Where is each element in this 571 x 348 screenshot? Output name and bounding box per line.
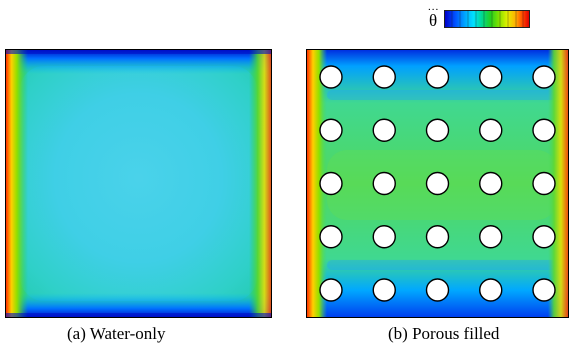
contour-panel-water-only: [5, 49, 272, 318]
porous-obstacle: [532, 118, 556, 142]
blue-bands: [327, 90, 557, 270]
legend-variable-symbol: θ: [429, 11, 438, 30]
porous-obstacle: [479, 225, 503, 249]
porous-obstacle: [425, 225, 450, 249]
porous-obstacle: [479, 118, 503, 142]
porous-obstacle: [372, 225, 396, 249]
porous-obstacle: [479, 278, 503, 302]
porous-obstacle: [372, 171, 396, 196]
porous-obstacle: [425, 278, 450, 302]
porous-obstacle: [532, 65, 556, 89]
porous-obstacle: [479, 65, 503, 89]
porous-obstacle: [372, 118, 396, 142]
porous-obstacle: [319, 65, 343, 89]
porous-obstacle: [372, 65, 396, 89]
porous-obstacle: [532, 171, 556, 196]
porous-obstacle: [425, 65, 450, 89]
caption-porous-filled: (b) Porous filled: [388, 324, 500, 343]
porous-obstacle: [372, 278, 396, 302]
colorbar: [444, 10, 530, 28]
contour-field-porous-filled: [307, 50, 568, 317]
caption-water-only: (a) Water-only: [67, 324, 166, 343]
obstacle-group: [319, 65, 556, 302]
porous-obstacle: [319, 118, 343, 142]
porous-obstacle: [532, 225, 556, 249]
porous-obstacle: [425, 171, 450, 196]
porous-obstacle: [479, 171, 503, 196]
contour-panel-porous-filled: [306, 49, 569, 318]
porous-obstacle: [532, 278, 556, 302]
porous-obstacle: [319, 171, 343, 196]
contour-field-water-only: [6, 50, 271, 317]
porous-obstacle: [319, 278, 343, 302]
porous-obstacle: [425, 118, 450, 142]
porous-obstacle: [319, 225, 343, 249]
legend-dots: ...: [428, 1, 440, 13]
